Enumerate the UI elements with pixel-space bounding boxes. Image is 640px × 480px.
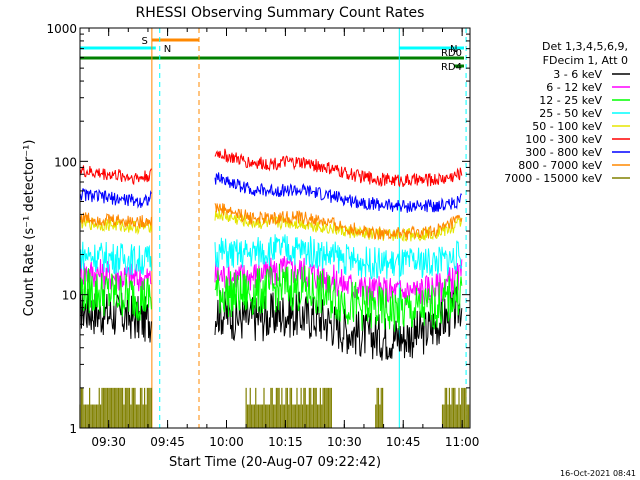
- series-5: [79, 148, 463, 188]
- x-tick-label: 10:45: [386, 435, 421, 449]
- x-tick-label: 09:45: [150, 435, 185, 449]
- series-line: [79, 268, 152, 321]
- series-line: [214, 203, 463, 240]
- legend-label: 100 - 300 keV: [525, 133, 602, 146]
- legend-header: FDecim 1, Att 0: [543, 54, 628, 67]
- legend-header: Det 1,3,4,5,6,9,: [542, 40, 628, 53]
- timestamp: 16-Oct-2021 08:41: [560, 469, 636, 478]
- legend-label: 12 - 25 keV: [539, 94, 602, 107]
- series-line: [214, 148, 463, 188]
- flag-label: RD4: [441, 62, 462, 73]
- legend-label: 800 - 7000 keV: [518, 159, 602, 172]
- series-line: [214, 234, 463, 280]
- legend-label: 6 - 12 keV: [546, 81, 602, 94]
- series-8: [79, 387, 470, 428]
- series-line: [214, 263, 463, 332]
- x-tick-label: 10:15: [268, 435, 303, 449]
- series-line: [79, 188, 152, 209]
- flag-label: N: [164, 44, 171, 55]
- series-4: [79, 208, 463, 242]
- flag-label: S: [142, 36, 148, 47]
- x-axis-label: Start Time (20-Aug-07 09:22:42): [169, 455, 381, 470]
- flag-label: N: [450, 44, 457, 55]
- series-line: [79, 165, 152, 186]
- plot-frame: [79, 27, 471, 429]
- legend-label: 7000 - 15000 keV: [504, 172, 602, 185]
- series-line: [79, 241, 152, 276]
- series-line: [214, 172, 463, 213]
- y-axis-label: Count Rate (s⁻¹ detector⁻¹): [22, 140, 37, 317]
- series-layer: [79, 148, 470, 428]
- x-tick-label: 11:00: [445, 435, 480, 449]
- x-axis: 09:30 09:45 10:00 10:15 10:30 10:45 11:00: [88, 28, 480, 449]
- x-tick-label: 09:30: [91, 435, 126, 449]
- series-line: [79, 285, 152, 343]
- series-line: [214, 255, 463, 308]
- flag-label: RD0: [441, 48, 462, 59]
- x-tick-label: 10:00: [209, 435, 244, 449]
- chart-title: RHESSI Observing Summary Count Rates: [136, 5, 425, 21]
- legend-label: 3 - 6 keV: [553, 68, 602, 81]
- x-tick-label: 10:30: [327, 435, 362, 449]
- legend-label: 25 - 50 keV: [539, 107, 602, 120]
- y-tick-label: 100: [54, 155, 77, 169]
- series-line: [214, 283, 463, 361]
- y-tick-label: 1000: [46, 22, 77, 36]
- legend-label: 300 - 800 keV: [525, 146, 602, 159]
- series-line: [79, 212, 152, 229]
- legend-label: 50 - 100 keV: [532, 120, 602, 133]
- y-tick-label: 1: [69, 422, 77, 436]
- y-axis: 1 10 100 1000: [46, 22, 470, 436]
- y-tick-label: 10: [62, 289, 77, 303]
- legend: Det 1,3,4,5,6,9,FDecim 1, Att 03 - 6 keV…: [504, 40, 630, 185]
